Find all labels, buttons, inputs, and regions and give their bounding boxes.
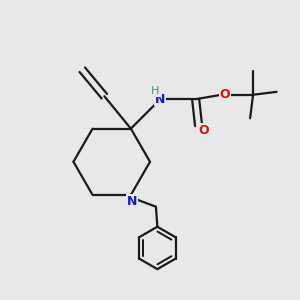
Text: O: O	[220, 88, 230, 101]
Text: H: H	[151, 86, 159, 96]
Text: O: O	[199, 124, 209, 136]
Text: N: N	[155, 93, 166, 106]
Text: N: N	[127, 195, 137, 208]
